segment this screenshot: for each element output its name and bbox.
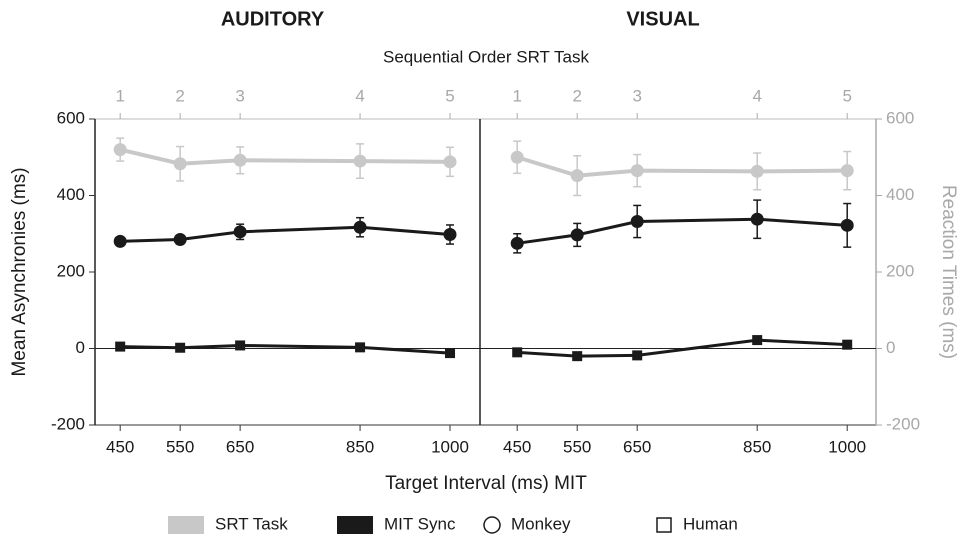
legend-label: Human: [683, 514, 738, 533]
series-line: [516, 155, 848, 178]
point: [443, 155, 457, 169]
x-axis-label: Target Interval (ms) MIT: [385, 473, 587, 494]
top-tick-label: 1: [512, 86, 521, 105]
y2-tick-label: 400: [886, 185, 914, 204]
point: [445, 348, 456, 359]
y2-tick-label: 200: [886, 261, 914, 280]
point: [510, 236, 524, 250]
top-tick-label: 2: [572, 86, 581, 105]
point: [175, 342, 186, 353]
series-line: [516, 217, 848, 245]
point: [115, 341, 126, 352]
x-tick-label: 550: [563, 437, 591, 456]
y-tick-label: 0: [76, 338, 85, 357]
point: [750, 164, 764, 178]
x-tick-label: 850: [743, 437, 771, 456]
x-tick-label: 550: [166, 437, 194, 456]
top-tick-label: 4: [752, 86, 761, 105]
point: [512, 347, 523, 358]
legend-swatch: [168, 516, 204, 534]
legend-swatch: [483, 516, 501, 534]
series-line: [119, 147, 451, 166]
top-tick-label: 5: [842, 86, 851, 105]
top-tick-label: 5: [445, 86, 454, 105]
point: [113, 234, 127, 248]
point: [353, 154, 367, 168]
point: [235, 340, 246, 351]
x-tick-label: 450: [106, 437, 134, 456]
point: [570, 228, 584, 242]
legend-swatch: [656, 517, 672, 533]
point: [752, 335, 763, 346]
legend-label: Monkey: [511, 514, 571, 533]
x-tick-label: 450: [503, 437, 531, 456]
y-tick-label: 200: [57, 261, 85, 280]
x-tick-label: 850: [346, 437, 374, 456]
legend-label: MIT Sync: [384, 514, 456, 533]
series-line: [120, 225, 451, 243]
x-tick-label: 650: [226, 437, 254, 456]
y2-tick-label: 600: [886, 108, 914, 127]
legend-label: SRT Task: [215, 514, 288, 533]
top-axis-label: Sequential Order SRT Task: [383, 47, 590, 66]
point: [353, 220, 367, 234]
top-tick-label: 3: [632, 86, 641, 105]
y2-tick-label: -200: [886, 414, 920, 433]
point: [570, 169, 584, 183]
point: [750, 212, 764, 226]
x-tick-label: 650: [623, 437, 651, 456]
x-tick-label: 1000: [431, 437, 469, 456]
point: [355, 342, 366, 353]
point: [840, 218, 854, 232]
panel-title: AUDITORY: [221, 8, 325, 30]
point: [632, 350, 643, 361]
point: [630, 215, 644, 229]
top-tick-label: 2: [175, 86, 184, 105]
point: [233, 225, 247, 239]
point: [842, 339, 853, 350]
y-tick-label: 600: [57, 108, 85, 127]
y2-axis-label: Reaction Times (ms): [938, 185, 959, 359]
x-tick-label: 1000: [828, 437, 866, 456]
point: [572, 351, 583, 362]
top-tick-label: 3: [235, 86, 244, 105]
point: [510, 150, 524, 164]
point: [173, 232, 187, 246]
series-line: [120, 343, 451, 355]
y-axis-label: Mean Asynchronies (ms): [9, 167, 30, 376]
y-tick-label: -200: [51, 414, 85, 433]
point: [113, 143, 127, 157]
point: [173, 157, 187, 171]
top-tick-label: 1: [115, 86, 124, 105]
point: [630, 164, 644, 178]
y-tick-label: 400: [57, 185, 85, 204]
point: [443, 228, 457, 242]
y2-tick-label: 0: [886, 338, 895, 357]
point: [840, 164, 854, 178]
top-tick-label: 4: [355, 86, 364, 105]
panel-title: VISUAL: [626, 8, 699, 30]
point: [233, 153, 247, 167]
legend-swatch: [337, 516, 373, 534]
